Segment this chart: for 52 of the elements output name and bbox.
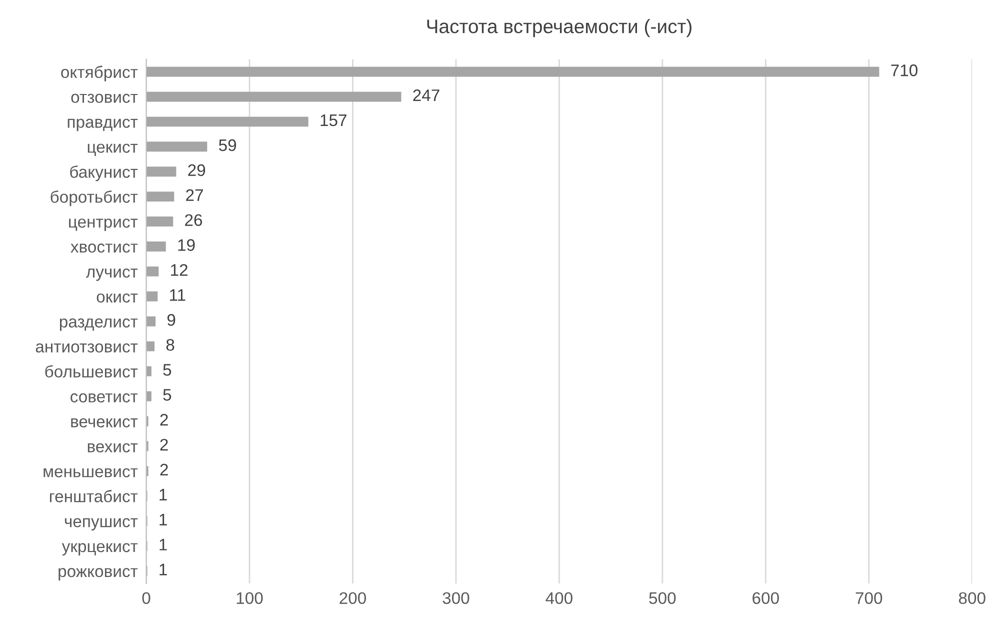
y-tick-label: окист [96, 293, 138, 303]
x-tick-label: 700 [856, 592, 882, 604]
y-tick-label: разделист [60, 318, 138, 331]
y-tick-label: советист [70, 393, 138, 402]
data-label: 5 [163, 364, 172, 376]
y-tick-label: хвостист [70, 244, 138, 253]
y-tick-label: цекист [88, 144, 138, 156]
y-tick-label: бакунист [70, 165, 138, 182]
data-label: 2 [160, 414, 168, 426]
data-label: 1 [160, 564, 167, 576]
data-label: 26 [185, 214, 202, 226]
y-tick-label: боротьбист [50, 190, 138, 206]
data-label: 27 [186, 189, 203, 201]
data-label: 11 [170, 289, 186, 301]
data-label: 1 [160, 514, 167, 526]
y-tick-label: антиотзовист [36, 343, 138, 353]
data-label: 247 [413, 89, 440, 102]
data-label: 19 [178, 239, 195, 251]
data-label: 5 [163, 389, 172, 401]
y-tick-label: отзовист [71, 94, 138, 103]
x-tick-label: 800 [958, 592, 986, 604]
x-tick-label: 500 [649, 592, 676, 604]
data-label: 59 [218, 139, 236, 152]
y-tick-label: лучист [86, 268, 138, 281]
x-tick-label: 400 [546, 592, 572, 604]
data-label: 2 [160, 464, 168, 476]
y-tick-label: рожковист [58, 568, 138, 580]
x-tick-label: 300 [442, 592, 470, 604]
data-label: 9 [167, 314, 176, 326]
x-tick-label: 600 [752, 592, 779, 604]
y-tick-label: укрцекист [62, 543, 138, 556]
data-label: 1 [160, 488, 167, 500]
y-tick-label: правдист [68, 118, 138, 132]
data-label: 157 [320, 114, 346, 126]
y-tick-label: большевист [45, 365, 138, 378]
x-tick-label: 200 [340, 592, 366, 604]
data-label: 710 [891, 64, 918, 76]
y-tick-label: центрист [69, 218, 138, 232]
y-tick-label: чепушист [64, 518, 138, 531]
x-tick-label: 100 [236, 592, 263, 604]
y-tick-label: октябрист [61, 66, 138, 82]
y-tick-label: меньшевист [44, 468, 138, 478]
chart-title: Частота встречаемости (-ист) [427, 19, 692, 38]
y-tick-label: вечекист [71, 418, 138, 428]
y-tick-label: генштабист [50, 490, 138, 502]
data-label: 29 [188, 164, 206, 176]
y-tick-label: вехист [88, 443, 138, 452]
data-label: 2 [160, 438, 168, 450]
x-tick-label: 0 [142, 592, 150, 604]
data-label: 8 [166, 338, 174, 351]
data-label: 1 [160, 538, 167, 550]
data-label: 12 [171, 264, 188, 276]
